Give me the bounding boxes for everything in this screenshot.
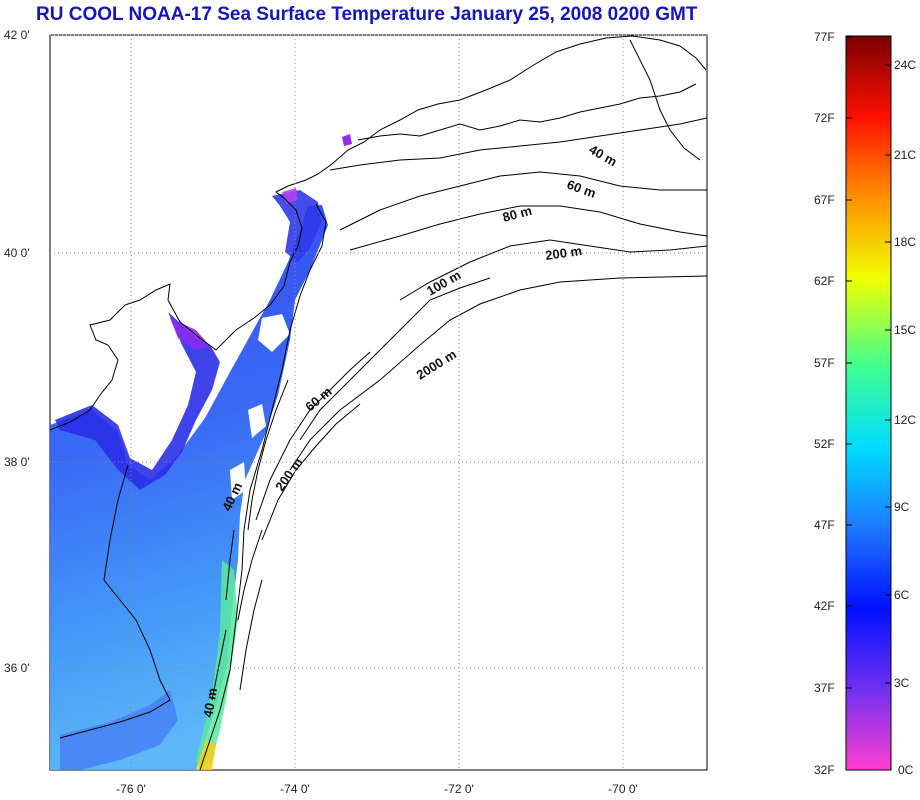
- contour-200m-north: [399, 239, 707, 301]
- colorbar-f-label: 77F: [814, 30, 835, 44]
- pamlico-sound-sst: [60, 690, 178, 770]
- warm-edge-sst: [196, 560, 238, 770]
- contour-60m-south: [255, 351, 371, 521]
- temperature-colorbar: 77F 72F 67F 62F 57F 52F 47F 42F 37F 32F …: [814, 30, 916, 777]
- contour-100m: [299, 277, 491, 441]
- bathymetry-contours: [211, 117, 707, 701]
- coastline-barrier-islands: [199, 203, 327, 770]
- latitude-label: 42 0': [4, 28, 30, 42]
- coastline-long-island: [357, 83, 697, 141]
- colorbar-c-label: 9C: [894, 500, 910, 514]
- colorbar-c-label: 21C: [894, 148, 916, 162]
- coastline-virginia: [59, 464, 171, 739]
- latitude-label: 38 0': [4, 455, 30, 469]
- colorbar-c-label: 24C: [894, 58, 916, 72]
- depth-label: 40 m: [200, 687, 220, 719]
- warmest-edge-sst: [196, 740, 216, 770]
- colorbar-f-label: 57F: [814, 356, 835, 370]
- colorbar-c-label: 12C: [894, 413, 916, 427]
- shelf-water-sst: [50, 205, 328, 770]
- map-title: RU COOL NOAA-17 Sea Surface Temperature …: [36, 4, 698, 25]
- cold-spot-sst: [342, 134, 352, 146]
- contour-40m-north: [329, 117, 707, 171]
- contour-40m-south: [211, 629, 227, 701]
- depth-label: 80 m: [501, 203, 534, 225]
- contour-shelf-edge: [237, 529, 263, 621]
- colorbar-f-label: 72F: [814, 111, 835, 125]
- contour-40m-mid: [247, 379, 289, 531]
- latitude-label: 36 0': [4, 661, 30, 675]
- cloud-gap: [230, 462, 246, 500]
- longitude-label: -70 0': [608, 782, 638, 796]
- colorbar-f-label: 62F: [814, 274, 835, 288]
- colorbar-f-label: 67F: [814, 193, 835, 207]
- delaware-bay-sst: [272, 190, 322, 262]
- cloud-gap: [258, 314, 290, 352]
- contour-80m-north: [349, 205, 707, 251]
- longitude-label: -76 0': [116, 782, 146, 796]
- map-grid: [50, 34, 707, 770]
- depth-label: 200 m: [544, 243, 583, 263]
- map-content: [50, 35, 707, 770]
- coastline-mainland: [50, 35, 707, 431]
- sst-field: [50, 134, 352, 770]
- colorbar-c-label: 3C: [894, 676, 910, 690]
- contour-deep-south: [239, 579, 263, 691]
- contour-60m-north: [339, 171, 707, 231]
- longitude-label: -74 0': [280, 782, 310, 796]
- colorbar-c-label: 18C: [894, 235, 916, 249]
- colorbar-f-label: 52F: [814, 437, 835, 451]
- cloud-gap: [248, 404, 266, 438]
- colorbar-f-label: 37F: [814, 681, 835, 695]
- colorbar-f-label: 47F: [814, 518, 835, 532]
- colorbar-c-label: 15C: [894, 323, 916, 337]
- chesapeake-bay-sst: [55, 312, 220, 490]
- contour-2000m: [289, 275, 707, 471]
- colorbar-c-label: 6C: [894, 588, 910, 602]
- colorbar-gradient: [845, 35, 892, 771]
- colorbar-f-label: 32F: [814, 763, 835, 777]
- longitude-label: -72 0': [444, 782, 474, 796]
- colorbar-c-label: 0C: [898, 763, 914, 777]
- latitude-label: 40 0': [4, 246, 30, 260]
- colorbar-ticks: [846, 36, 891, 689]
- cold-spot-sst: [170, 318, 210, 350]
- contour-200m-south: [261, 403, 361, 541]
- coastline-cape-cod: [629, 39, 701, 161]
- colorbar-f-label: 42F: [814, 599, 835, 613]
- contour-inner-shelf: [225, 529, 235, 601]
